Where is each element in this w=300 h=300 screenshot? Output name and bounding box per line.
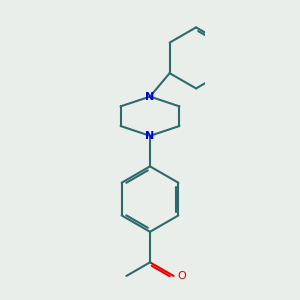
Text: N: N <box>146 131 154 141</box>
Text: N: N <box>146 92 154 102</box>
Text: O: O <box>177 271 186 281</box>
